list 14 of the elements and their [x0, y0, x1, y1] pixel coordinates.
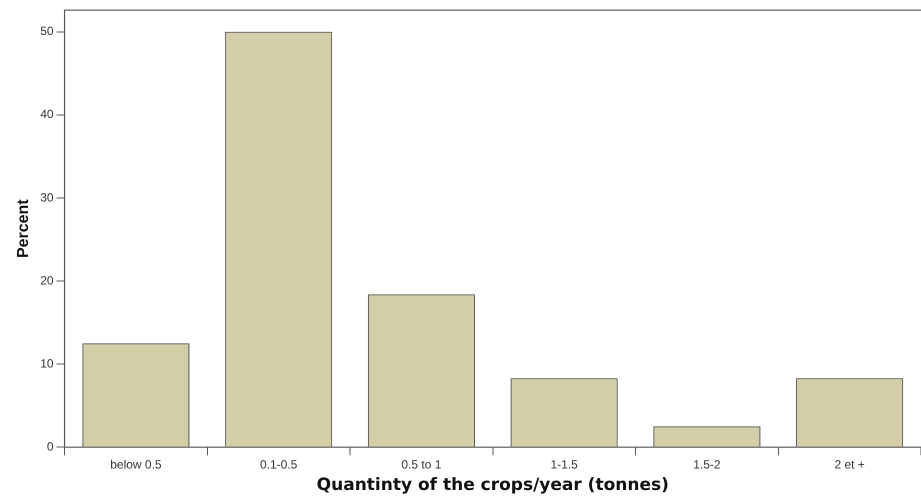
x-axis-title: Quantinty of the crops/year (tonnes)	[316, 475, 669, 496]
y-tick-label: 10	[40, 356, 54, 370]
x-tick-label: 2 et +	[834, 458, 865, 472]
y-tick-label: 50	[40, 24, 54, 38]
x-tick-label: 0.5 to 1	[401, 458, 442, 472]
y-tick-label: 40	[40, 107, 54, 122]
y-tick-label: 30	[40, 190, 54, 204]
x-tick-label: below 0.5	[110, 458, 162, 472]
x-tick-label: 0.1-0.5	[260, 458, 298, 472]
y-tick-label: 0	[46, 440, 54, 454]
y-tick-label: 20	[40, 273, 54, 288]
y-axis-title: Percent	[15, 198, 32, 258]
x-tick-label: 1.5-2	[693, 458, 721, 472]
x-tick-label: 1-1.5	[550, 458, 578, 472]
